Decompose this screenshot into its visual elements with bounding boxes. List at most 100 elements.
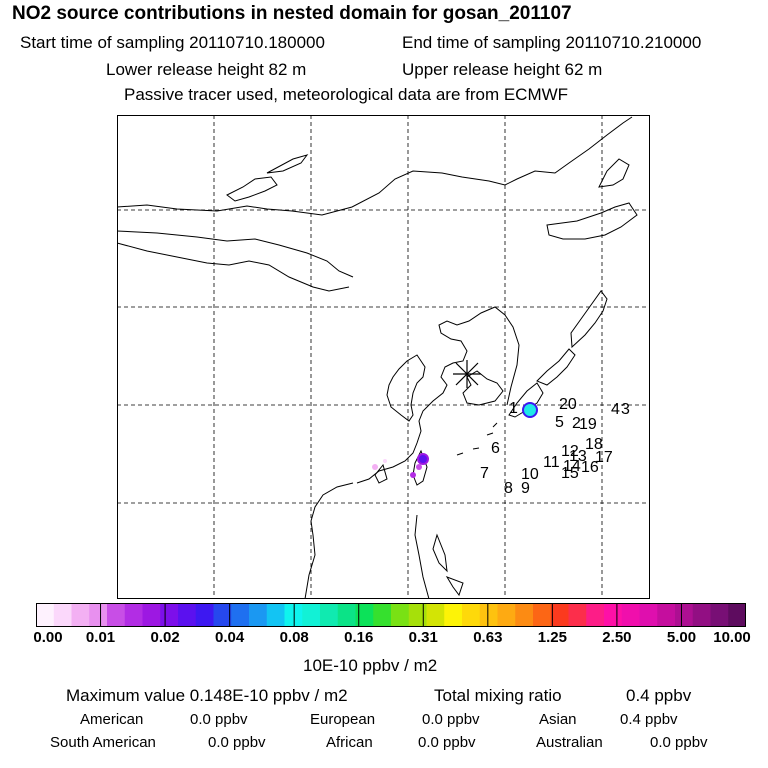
legend-swatch	[266, 603, 285, 627]
legend-tick-label: 1.25	[537, 629, 567, 646]
legend-swatch	[533, 603, 552, 627]
legend-swatch	[373, 603, 392, 627]
legend-swatch	[124, 603, 143, 627]
release-label: 8	[504, 480, 513, 497]
region-name-australian: Australian	[536, 734, 603, 751]
source-marker-south-3	[410, 472, 416, 478]
legend-colorbar	[35, 603, 747, 627]
legend-swatch	[728, 603, 747, 627]
region-name-asian: Asian	[539, 711, 577, 728]
sampling-start: Start time of sampling 20110710.180000	[20, 33, 325, 52]
legend-swatch	[36, 603, 55, 627]
release-label: 19	[579, 416, 597, 433]
legend-swatch	[639, 603, 658, 627]
map-gridlines	[117, 115, 650, 599]
legend-tick-label: 0.63	[473, 629, 503, 646]
legend-swatch	[53, 603, 72, 627]
legend-tick-label: 5.00	[666, 629, 697, 646]
legend-swatch	[462, 603, 481, 627]
coastlines	[117, 116, 638, 599]
legend-swatch	[231, 603, 250, 627]
legend-swatch	[515, 603, 534, 627]
legend-swatch	[249, 603, 268, 627]
release-label: 5	[555, 414, 564, 431]
release-label: 20	[559, 396, 577, 413]
plot-title: NO2 source contributions in nested domai…	[12, 3, 572, 24]
legend-swatch	[142, 603, 161, 627]
legend-swatch	[71, 603, 90, 627]
legend-swatch	[107, 603, 126, 627]
total-mixing-value: 0.4 ppbv	[626, 686, 692, 705]
region-name-african: African	[326, 734, 373, 751]
release-label: 7	[480, 465, 489, 482]
source-marker-south-2	[416, 464, 422, 470]
legend-tick-label: 0.08	[279, 629, 309, 646]
source-marker-south	[417, 453, 429, 465]
legend-swatch	[604, 603, 623, 627]
legend-swatch	[337, 603, 356, 627]
region-name-south-american: South American	[50, 734, 156, 751]
region-value-asian: 0.4 ppbv	[620, 711, 678, 728]
release-label: 14	[563, 458, 581, 475]
source-marker-west-2	[383, 459, 387, 463]
region-value-american: 0.0 ppbv	[190, 711, 248, 728]
legend-swatch	[497, 603, 516, 627]
region-value-south-american: 0.0 ppbv	[208, 734, 266, 751]
legend-swatch	[213, 603, 232, 627]
legend-swatch	[89, 603, 108, 627]
region-value-european: 0.0 ppbv	[422, 711, 480, 728]
legend-swatch	[178, 603, 197, 627]
release-label: 2	[572, 415, 581, 432]
legend-swatch	[479, 603, 498, 627]
legend-border	[36, 603, 746, 627]
release-label: 6	[491, 440, 500, 457]
tracer-note: Passive tracer used, meteorological data…	[124, 85, 569, 104]
legend-swatch	[568, 603, 587, 627]
legend-swatch	[621, 603, 640, 627]
legend-swatch	[320, 603, 339, 627]
source-markers	[372, 402, 538, 478]
region-value-african: 0.0 ppbv	[418, 734, 476, 751]
legend-tick-label: 0.02	[150, 629, 180, 646]
release-label: 16	[581, 459, 599, 476]
legend-swatch	[426, 603, 445, 627]
legend-tick-label: 0.01	[85, 629, 116, 646]
legend-tick-label: 0.16	[344, 629, 374, 646]
legend-swatch	[408, 603, 427, 627]
release-label: 10	[521, 466, 539, 483]
release-label: 15	[561, 465, 579, 482]
max-value: Maximum value 0.148E-10 ppbv / m2	[66, 686, 348, 705]
legend-tick-label: 0.31	[408, 629, 438, 646]
legend-swatch	[355, 603, 374, 627]
release-label: 11	[543, 454, 560, 471]
legend-swatch	[586, 603, 605, 627]
map-frame	[117, 115, 650, 599]
legend-unit: 10E-10 ppbv / m2	[303, 656, 438, 675]
legend-swatch	[391, 603, 410, 627]
legend-swatch	[302, 603, 321, 627]
legend-tick-label: 0.00	[33, 629, 63, 646]
sampling-end: End time of sampling 20110710.210000	[402, 33, 702, 52]
lower-release-height: Lower release height 82 m	[106, 60, 307, 79]
release-label: 3	[621, 401, 630, 418]
source-marker-north	[522, 402, 538, 418]
source-marker-west	[372, 464, 378, 470]
release-label: 12	[561, 443, 579, 460]
release-label: 13	[569, 448, 587, 465]
legend-swatch	[284, 603, 303, 627]
legend-swatch	[675, 603, 694, 627]
region-name-european: European	[310, 711, 376, 728]
release-label: 4	[611, 401, 620, 418]
legend-swatch	[444, 603, 463, 627]
legend-swatch	[195, 603, 214, 627]
legend-tick-label: 10.00	[713, 629, 751, 646]
release-label: 9	[521, 480, 530, 497]
release-label: 18	[585, 436, 603, 453]
receptor-marker	[453, 360, 481, 388]
region-name-american: American	[80, 711, 144, 728]
legend-tick-label: 0.04	[215, 629, 245, 646]
legend-swatch	[657, 603, 676, 627]
legend-swatch	[710, 603, 729, 627]
